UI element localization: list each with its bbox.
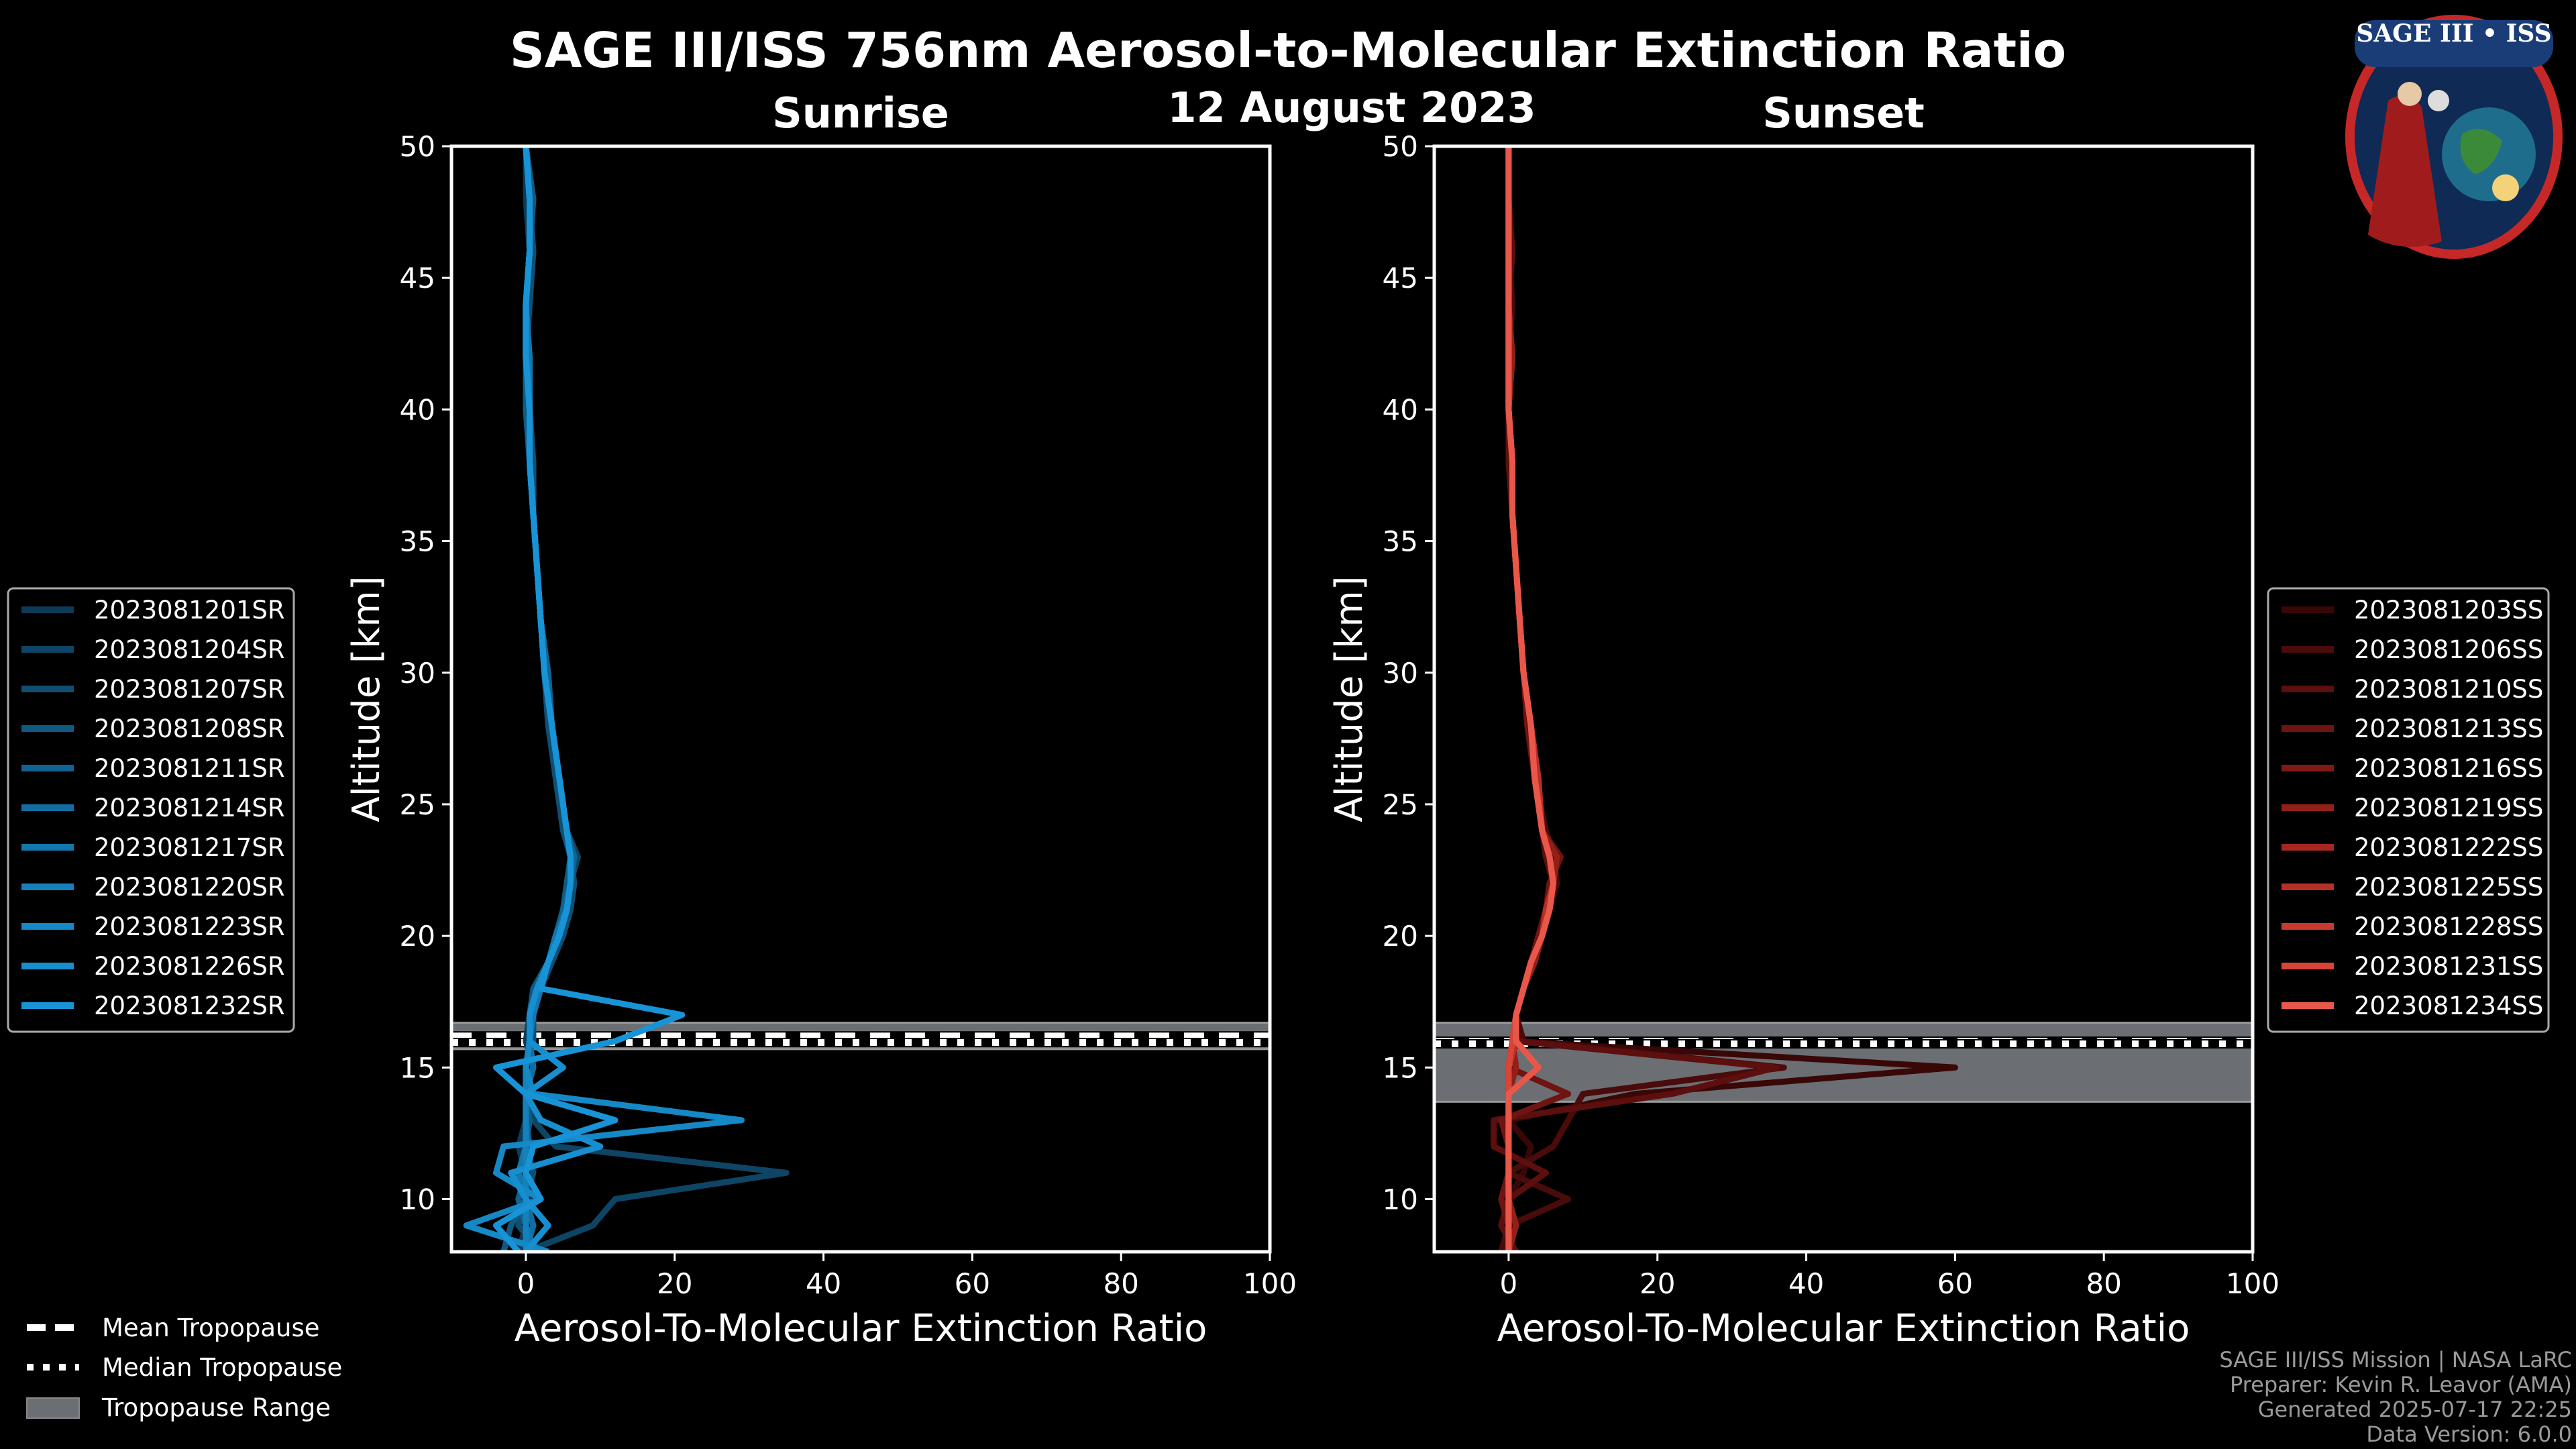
y-axis-label: Altitude [km]	[1328, 576, 1371, 822]
sunset-title: Sunset	[1762, 89, 1925, 138]
sunrise-panel: Sunrise 0 20 40 60 80 100 10 15 20 25 30 35 40 45 50 Aer…	[7, 89, 1297, 1350]
y-tick-label: 50	[400, 130, 435, 163]
y-tick-label: 10	[400, 1183, 435, 1216]
legend-box	[2267, 587, 2550, 1033]
y-tick-label: 20	[1383, 920, 1418, 953]
legend-label: 2023081216SS	[2354, 754, 2543, 783]
series-line-2023081223SR	[463, 146, 745, 1252]
sunrise-title: Sunrise	[772, 89, 949, 138]
logo-text: SAGE III • ISS	[2356, 19, 2551, 48]
y-tick-label: 15	[400, 1051, 435, 1084]
legend-label: 2023081222SS	[2354, 833, 2543, 862]
legend-label: 2023081203SS	[2354, 596, 2543, 625]
footer-preparer: Preparer: Kevin R. Leavor (AMA)	[2230, 1372, 2572, 1397]
legend-label: 2023081201SR	[94, 596, 285, 625]
y-tick-label: 35	[400, 525, 435, 558]
legend-label: 2023081204SR	[94, 635, 285, 664]
y-tick-label: 30	[1383, 657, 1418, 690]
x-tick-label: 60	[955, 1267, 990, 1300]
figure-date: 12 August 2023	[1167, 83, 1536, 132]
x-tick-label: 40	[806, 1267, 841, 1300]
y-tick-label: 40	[1383, 393, 1418, 426]
y-tick-label: 45	[1383, 262, 1418, 294]
tropopause-range-label: Tropopause Range	[101, 1393, 331, 1422]
legend-label: 2023081234SS	[2354, 991, 2543, 1020]
legend-box	[7, 587, 295, 1033]
tropopause-legend: Mean Tropopause Median Tropopause Tropop…	[26, 1313, 342, 1422]
sunset-panel: Sunset 0 20 40 60 80 100 10 15 20 25 30 35 40 45 50 Aero…	[1328, 89, 2550, 1350]
mean-tropopause-label: Mean Tropopause	[102, 1313, 320, 1342]
sunrise-legend: 2023081201SR 2023081204SR 2023081207SR 2023…	[7, 587, 295, 1033]
median-tropopause-label: Median Tropopause	[102, 1353, 342, 1382]
x-tick-label: 80	[2086, 1267, 2121, 1300]
legend-label: 2023081208SR	[94, 714, 285, 743]
legend-label: 2023081217SR	[94, 833, 285, 862]
x-tick-label: 0	[1500, 1267, 1518, 1300]
y-tick-label: 40	[400, 393, 435, 426]
x-tick-label: 100	[2226, 1267, 2279, 1300]
series-line-2023081204SR	[523, 146, 790, 1252]
x-tick-label: 100	[1243, 1267, 1297, 1300]
x-tick-label: 20	[1640, 1267, 1675, 1300]
y-tick-label: 30	[400, 657, 435, 690]
x-tick-label: 80	[1103, 1267, 1138, 1300]
sunset-legend: 2023081203SS 2023081206SS 2023081210SS 2023…	[2267, 587, 2550, 1033]
legend-label: 2023081231SS	[2354, 952, 2543, 981]
legend-label: 2023081228SS	[2354, 912, 2543, 941]
sunset-series	[1491, 146, 1958, 1252]
y-tick-label: 25	[400, 788, 435, 821]
x-tick-label: 40	[1788, 1267, 1824, 1300]
x-axis-label: Aerosol-To-Molecular Extinction Ratio	[515, 1307, 1208, 1350]
legend-label: 2023081213SS	[2354, 714, 2543, 743]
sunrise-series	[463, 146, 790, 1252]
legend-label: 2023081206SS	[2354, 635, 2543, 664]
x-tick-label: 60	[1937, 1267, 1973, 1300]
sage-iii-iss-logo: SAGE III • ISS	[2345, 15, 2563, 259]
series-line-2023081234SS	[1505, 146, 1556, 1252]
y-tick-label: 35	[1383, 525, 1418, 558]
tropopause-range-swatch	[26, 1397, 80, 1419]
legend-label: 2023081223SR	[94, 912, 285, 941]
x-tick-label: 20	[657, 1267, 692, 1300]
footer-generated: Generated 2025-07-17 22:25	[2258, 1397, 2572, 1422]
footer-version: Data Version: 6.0.0	[2366, 1421, 2572, 1447]
legend-label: 2023081232SR	[94, 991, 285, 1020]
y-tick-label: 10	[1383, 1183, 1418, 1216]
y-tick-label: 15	[1383, 1051, 1418, 1084]
legend-label: 2023081226SR	[94, 952, 285, 981]
y-tick-label: 50	[1383, 130, 1418, 163]
x-tick-label: 0	[517, 1267, 535, 1300]
legend-label: 2023081225SS	[2354, 873, 2543, 902]
legend-label: 2023081214SR	[94, 794, 285, 822]
footer: SAGE III/ISS Mission | NASA LaRC Prepare…	[2219, 1347, 2572, 1447]
figure-title: SAGE III/ISS 756nm Aerosol-to-Molecular …	[510, 22, 2066, 78]
x-axis-label: Aerosol-To-Molecular Extinction Ratio	[1497, 1307, 2190, 1350]
y-axis-label: Altitude [km]	[345, 576, 388, 822]
y-tick-label: 20	[400, 920, 435, 953]
series-line-2023081232SR	[493, 146, 686, 1252]
legend-label: 2023081219SS	[2354, 794, 2543, 822]
legend-label: 2023081210SS	[2354, 675, 2543, 704]
legend-label: 2023081220SR	[94, 873, 285, 902]
legend-label: 2023081207SR	[94, 675, 285, 704]
footer-mission: SAGE III/ISS Mission | NASA LaRC	[2219, 1347, 2572, 1373]
legend-label: 2023081211SR	[94, 754, 285, 783]
axes-frame	[1432, 144, 2255, 1254]
y-tick-label: 25	[1383, 788, 1418, 821]
y-tick-label: 45	[400, 262, 435, 294]
axes-frame	[449, 144, 1272, 1254]
